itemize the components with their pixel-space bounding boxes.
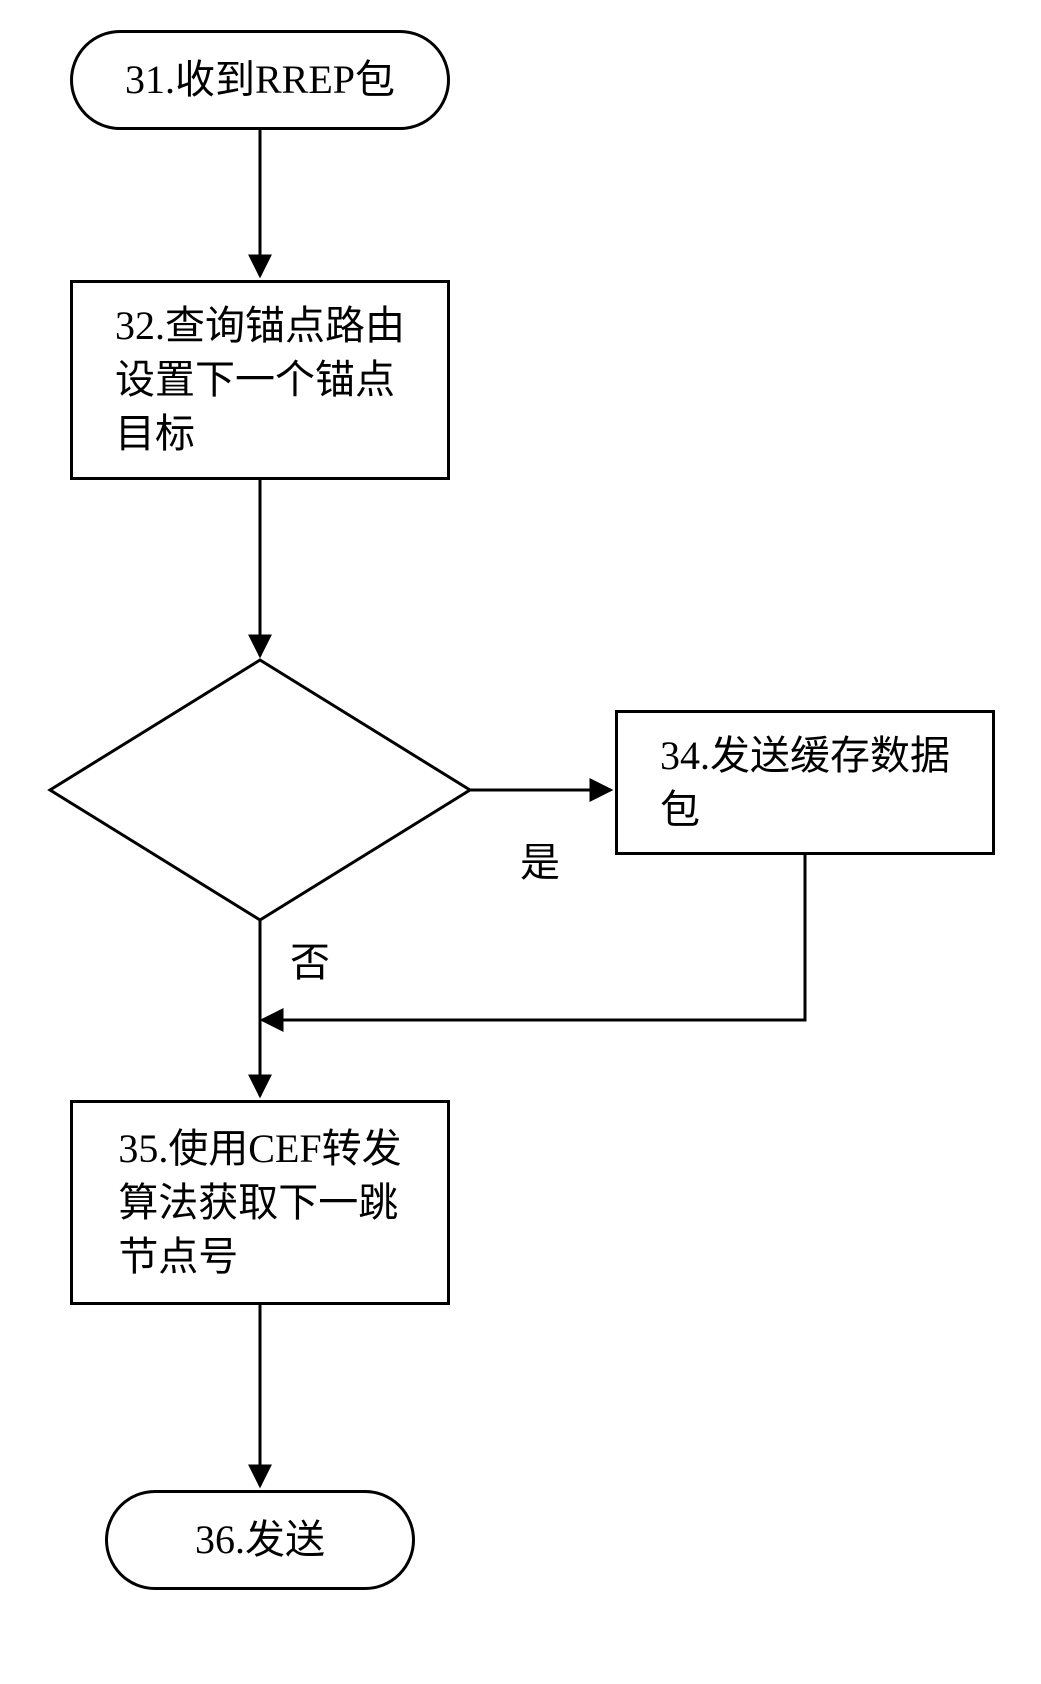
- flow-node-32-label: 32.查询锚点路由 设置下一个锚点 目标: [95, 291, 425, 469]
- flow-node-35-label: 35.使用CEF转发 算法获取下一跳 节点号: [98, 1114, 421, 1292]
- flow-node-32: 32.查询锚点路由 设置下一个锚点 目标: [70, 280, 450, 480]
- flow-node-decision: 33.是否有缓存 数据包: [50, 660, 470, 920]
- flow-node-start: 31.收到RREP包: [70, 30, 450, 130]
- flow-node-decision-label: 33.是否有缓存 数据包: [50, 738, 470, 846]
- flow-node-end: 36.发送: [105, 1490, 415, 1590]
- flow-node-34-label: 34.发送缓存数据 包: [640, 721, 970, 845]
- edge-label-no: 否: [290, 930, 330, 988]
- flow-node-35: 35.使用CEF转发 算法获取下一跳 节点号: [70, 1100, 450, 1305]
- edge-label-yes: 是: [520, 830, 560, 888]
- flow-node-start-label: 31.收到RREP包: [105, 45, 415, 115]
- flow-node-end-label: 36.发送: [175, 1505, 345, 1575]
- flow-node-34: 34.发送缓存数据 包: [615, 710, 995, 855]
